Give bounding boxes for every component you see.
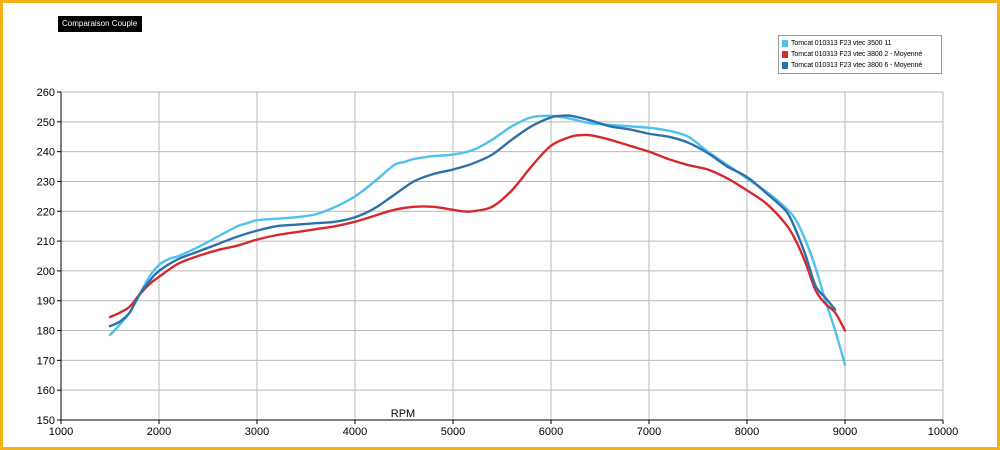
legend: Tomcat 010313 F23 vtec 3500 11 Tomcat 01…: [778, 35, 942, 74]
x-tick-label: 4000: [343, 426, 367, 438]
x-tick-label: 5000: [441, 426, 465, 438]
legend-label: Tomcat 010313 F23 vtec 3800 6 - Moyenné: [791, 62, 923, 69]
series-line-2: [108, 133, 847, 332]
legend-swatch: [782, 40, 788, 47]
y-tick-label: 170: [37, 355, 55, 367]
x-tick-label: 3000: [245, 426, 269, 438]
x-tick-label: 2000: [147, 426, 171, 438]
legend-entry: Tomcat 010313 F23 vtec 3500 11: [782, 38, 938, 49]
x-tick-label: 1000: [49, 426, 73, 438]
y-tick-label: 200: [37, 266, 55, 278]
series-lines: [108, 114, 847, 367]
x-tick-label: 6000: [539, 426, 563, 438]
x-tick-label: 10000: [928, 426, 959, 438]
legend-entry: Tomcat 010313 F23 vtec 3800 6 - Moyenné: [782, 60, 938, 71]
x-tick-label: 7000: [637, 426, 661, 438]
y-tick-label: 150: [37, 415, 55, 427]
chart-title: Comparaison Couple: [58, 16, 143, 32]
y-tick-label: 230: [37, 176, 55, 188]
y-tick-label: 190: [37, 296, 55, 308]
y-tick-label: 250: [37, 117, 55, 129]
series-line-1: [108, 114, 847, 367]
x-axis-title: RPM: [391, 408, 415, 420]
legend-swatch: [782, 62, 788, 69]
axes: 150 160 170 180 190 200 210 220 230 240 250 260 1000…: [37, 87, 959, 438]
y-tick-label: 210: [37, 236, 55, 248]
legend-entry: Tomcat 010313 F23 vtec 3800 2 - Moyenné: [782, 49, 938, 60]
series-line-3: [108, 114, 837, 328]
y-tick-label: 160: [37, 385, 55, 397]
y-tick-label: 220: [37, 206, 55, 218]
x-tick-label: 8000: [735, 426, 759, 438]
legend-swatch: [782, 51, 788, 58]
y-tick-label: 180: [37, 326, 55, 338]
x-tick-label: 9000: [833, 426, 857, 438]
legend-label: Tomcat 010313 F23 vtec 3500 11: [791, 40, 892, 47]
y-tick-label: 240: [37, 147, 55, 159]
legend-label: Tomcat 010313 F23 vtec 3800 2 - Moyenné: [791, 51, 923, 58]
y-tick-label: 260: [37, 87, 55, 99]
